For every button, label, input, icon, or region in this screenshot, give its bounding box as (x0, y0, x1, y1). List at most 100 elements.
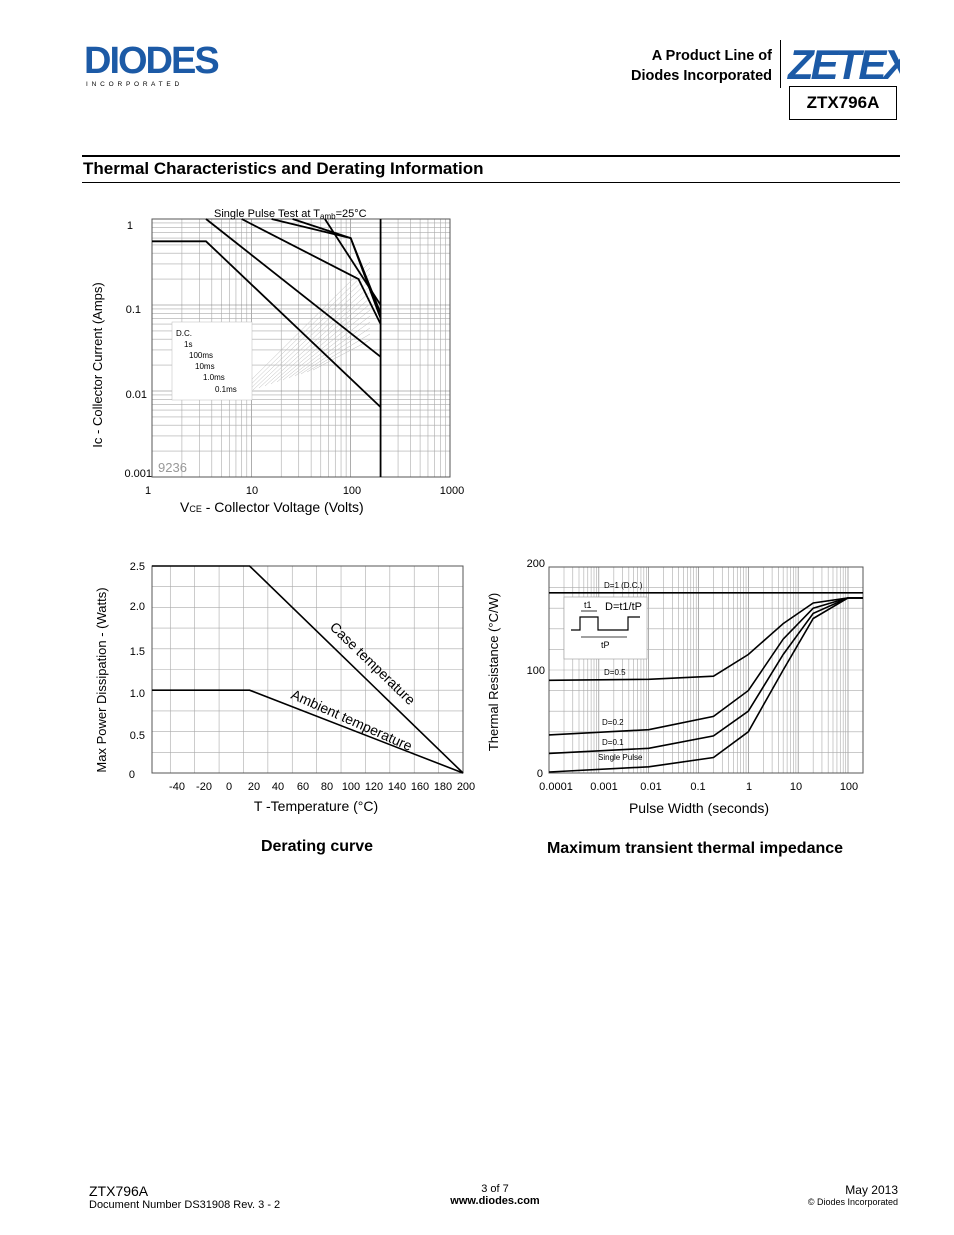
derating-ylabel: Max Power Dissipation - (Watts) (94, 587, 109, 772)
soa-xtick: 100 (343, 485, 361, 497)
derating-case-label: Case temperature (327, 619, 419, 708)
thermal-plot-frame (548, 566, 864, 774)
soa-ytick: 0.1 (126, 304, 141, 316)
soa-hatch-line (240, 267, 371, 395)
footer-doc-number: Document Number DS31908 Rev. 3 - 2 (89, 1199, 281, 1211)
soa-hatch-line (252, 279, 371, 391)
derating-xtick: 120 (365, 781, 383, 793)
derating-grid (152, 565, 464, 774)
soa-legend-1ms: 1.0ms (203, 373, 225, 382)
derating-series-line (152, 565, 464, 774)
derating-xtick: 80 (321, 781, 333, 793)
zetex-logo: ZETEX (787, 41, 900, 84)
soa-series-line (241, 218, 382, 325)
derating-curves (152, 565, 464, 774)
header-divider (780, 40, 781, 88)
thermal-chart: t1 D=t1/tP tP D=1 (D.C.) D=0.5 D=0.2 D=0… (486, 558, 864, 857)
derating-xlabel: T -Temperature (°C) (254, 798, 378, 814)
soa-ylabel: Ic - Collector Current (Amps) (90, 282, 105, 447)
soa-xtick: 1 (145, 485, 151, 497)
soa-ytick: 1 (127, 220, 133, 232)
soa-hatch-line (246, 273, 371, 393)
thermal-label-d1: D=1 (D.C.) (604, 581, 643, 590)
derating-xtick: 200 (457, 781, 475, 793)
section-rule-top (82, 155, 900, 157)
diodes-logo-text: DIODES (84, 40, 218, 82)
soa-legend-01ms: 0.1ms (215, 385, 237, 394)
derating-xtick: 40 (272, 781, 284, 793)
soa-hatch-line (276, 303, 371, 383)
thermal-inset-t1: t1 (584, 600, 592, 610)
thermal-inset-tp: tP (601, 640, 610, 650)
derating-xtick: 180 (434, 781, 452, 793)
diodes-logo: DIODES I N C O R P O R A T E D (84, 40, 220, 88)
thermal-label-d02: D=0.2 (602, 718, 624, 727)
thermal-xtick: 0.01 (640, 781, 661, 793)
thermal-inset-box (563, 596, 648, 660)
soa-xtick: 10 (246, 485, 258, 497)
soa-hatch-line (300, 327, 371, 375)
product-line-1: A Product Line of (651, 48, 772, 64)
section-rule-bottom (82, 182, 900, 183)
soa-legend-10ms: 10ms (195, 362, 215, 371)
soa-ytick: 0.01 (126, 389, 147, 401)
derating-ytick: 2.5 (130, 561, 145, 573)
thermal-xtick: 0.1 (690, 781, 705, 793)
thermal-inset-formula: D=t1/tP (605, 601, 642, 613)
footer-website[interactable]: www.diodes.com (450, 1195, 540, 1207)
footer-right: May 2013 © Diodes Incorporated (780, 1183, 898, 1207)
soa-hatch-line (264, 291, 371, 387)
soa-chart: Single Pulse Test at Tamb=25°C Ic - Coll… (86, 203, 470, 521)
soa-plot-frame (151, 218, 451, 478)
thermal-inset-pulse (571, 616, 640, 631)
footer-page: 3 of 7 (481, 1183, 509, 1195)
derating-xtick: 100 (342, 781, 360, 793)
soa-xlabel: VCE - Collector Voltage (Volts) (180, 499, 364, 515)
derating-xtick: 60 (297, 781, 309, 793)
derating-xtick: 0 (226, 781, 232, 793)
derating-ytick: 0 (129, 769, 135, 781)
derating-xtick: 140 (388, 781, 406, 793)
soa-hatch-line (294, 321, 371, 377)
footer-copyright: © Diodes Incorporated (807, 1197, 898, 1207)
thermal-xlabel: Pulse Width (seconds) (629, 800, 769, 816)
thermal-series-line (548, 597, 863, 773)
soa-watermark: 9236 (158, 460, 187, 475)
soa-series-line (324, 218, 382, 306)
thermal-label-single: Single Pulse (598, 753, 643, 762)
footer-date: May 2013 (845, 1183, 898, 1197)
thermal-xtick: 100 (840, 781, 858, 793)
product-line-text: A Product Line of Diodes Incorporated (631, 46, 772, 86)
thermal-xtick: 0.0001 (539, 781, 573, 793)
soa-hatch-line (282, 309, 371, 381)
derating-ytick: 1.5 (130, 646, 145, 658)
footer-part: ZTX796A (89, 1183, 149, 1199)
diodes-logo-subtext: I N C O R P O R A T E D (86, 81, 180, 88)
soa-ytick: 0.001 (124, 468, 152, 480)
thermal-caption: Maximum transient thermal impedance (547, 840, 843, 857)
derating-ytick: 2.0 (130, 601, 145, 613)
derating-xtick: 160 (411, 781, 429, 793)
soa-hatch-lines (234, 261, 371, 397)
derating-ytick: 1.0 (130, 688, 145, 700)
footer-left: ZTX796A Document Number DS31908 Rev. 3 -… (89, 1183, 280, 1211)
thermal-xtick: 1 (746, 781, 752, 793)
thermal-label-d05: D=0.5 (604, 668, 626, 677)
derating-plot-frame (151, 565, 464, 774)
soa-xtick: 1000 (440, 485, 464, 497)
thermal-ytick: 100 (527, 665, 545, 677)
thermal-series-line (548, 597, 863, 682)
thermal-curves (548, 591, 863, 773)
part-number-box: ZTX796A (789, 86, 897, 120)
thermal-label-d01: D=0.1 (602, 738, 624, 747)
soa-title: Single Pulse Test at Tamb=25°C (214, 208, 367, 221)
derating-xtick: 20 (248, 781, 260, 793)
thermal-ylabel: Thermal Resistance (°C/W) (486, 593, 501, 751)
soa-legend-1s: 1s (184, 340, 192, 349)
soa-hatch-line (270, 297, 371, 385)
soa-hatch-line (258, 285, 371, 389)
derating-series-line (152, 689, 464, 774)
soa-hatch-line (312, 339, 371, 371)
soa-legend-box (171, 321, 253, 401)
derating-chart: Max Power Dissipation - (Watts) 2.5 2.0 … (94, 561, 475, 855)
